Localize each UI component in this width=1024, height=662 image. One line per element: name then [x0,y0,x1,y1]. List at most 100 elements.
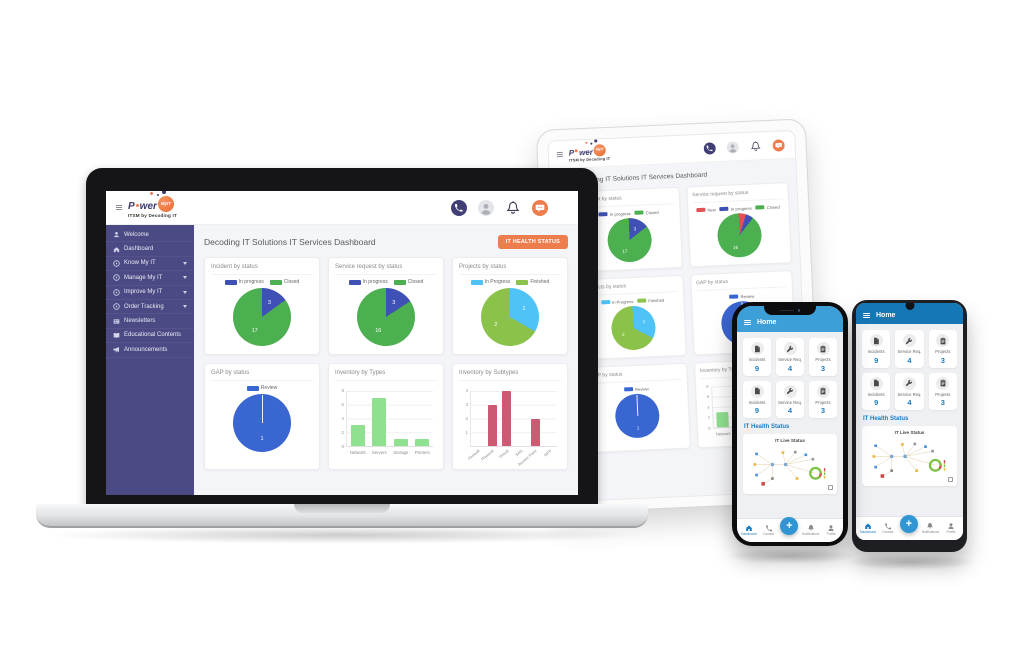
nav-contact[interactable]: Contact [880,522,896,534]
menu-icon[interactable] [556,151,563,158]
wrench-icon [783,342,797,355]
stat-card-incidents[interactable]: Incidents 9 [862,372,891,410]
sidebar-item-improve-my-it[interactable]: Improve My IT [106,286,194,300]
stat-card-projects[interactable]: Projects 3 [928,372,957,410]
chart-legend: In Progress Finished [459,279,561,285]
menu-icon[interactable] [744,319,751,326]
sidebar-item-know-my-it[interactable]: Know My IT [106,257,194,272]
phone-body: Incidents 9 Service Req. 4 Projects 3 In… [856,324,963,516]
phone-appbar: Home [737,306,843,332]
chart-card-incident: Incident by status In progress Closed 3 17 [204,257,320,355]
nav-notifications[interactable]: Notifications [922,522,939,534]
add-button[interactable]: + [899,514,918,533]
phone-shadow [846,554,976,570]
stat-card-service-req[interactable]: Service Req. 4 [895,372,924,410]
sidebar-item-newsletters[interactable]: Newsletters [106,314,194,329]
stat-card-incidents[interactable]: Incidents 9 [743,338,771,376]
chart-card-service-request: Service request by status In progress Clo… [328,257,444,355]
stat-card-incidents[interactable]: Incidents 9 [862,330,891,368]
phone-page-title: Home [757,319,777,326]
it-health-status-button[interactable]: IT HEALTH STATUS [497,235,568,249]
fullscreen-icon[interactable] [948,477,953,482]
sidebar-item-dashboard[interactable]: Dashboard [106,242,194,257]
stat-card-service-req[interactable]: Service Req. 4 [776,338,804,376]
bell-icon[interactable] [505,200,521,216]
avatar[interactable] [726,140,739,154]
fullscreen-icon[interactable] [828,485,833,490]
person-icon [948,523,954,530]
wrench-icon [783,384,797,398]
stat-card-service-req[interactable]: Service Req. 4 [895,330,924,368]
it-live-status-card: IT Live Status [743,434,837,494]
phone-page-title: Home [876,312,896,319]
phone-notch [764,306,816,315]
nav-dashboard[interactable]: Dashboard [860,522,876,534]
bar-chart: 4 3 2 1 Firewall Physical Virtual SAN Access Poi… [461,388,557,467]
phone-icon[interactable] [451,199,467,216]
bell-icon [807,525,814,531]
page-title: Decoding IT Solutions IT Services Dashbo… [204,237,376,247]
logo-speck [162,191,166,195]
menu-icon[interactable] [863,312,870,319]
document-icon [869,376,883,390]
document-icon [750,384,764,398]
nav-profile[interactable]: Profile [943,522,959,534]
chevron-down-icon [183,290,187,294]
chart-legend: In progress Closed [211,279,313,285]
logo-speck [590,142,593,145]
nav-profile[interactable]: Profile [823,524,839,536]
chart-card-inventory-subtypes: Inventory by Subtypes 4 3 2 1 Firewall Physic… [452,363,568,470]
avatar[interactable] [478,199,494,216]
it-live-status-topology [872,442,946,478]
bell-icon[interactable] [749,140,762,153]
stat-card-incidents[interactable]: Incidents 9 [743,380,771,418]
nav-contact[interactable]: Contact [761,524,777,536]
sidebar-item-welcome[interactable]: Welcome [106,228,194,243]
logo-dot-icon [135,203,139,207]
logo-tagline: ITSM by Decoding IT [128,213,177,219]
chevron-down-icon [183,305,187,309]
clipboard-icon [936,376,950,390]
tablet-topbar-icons [703,138,785,155]
logo-dot-icon [574,149,579,153]
chat-icon[interactable] [772,138,785,152]
chart-legend: Review [211,385,313,391]
laptop-shadow [42,526,642,544]
phone-icon[interactable] [703,142,716,155]
chat-icon[interactable] [532,199,548,216]
stat-card-projects[interactable]: Projects 3 [809,338,837,376]
bell-icon [927,523,934,529]
sidebar-item-announcements[interactable]: Announcements [106,343,194,358]
chevron-down-icon [183,261,187,265]
sidebar-item-order-tracking[interactable]: Order Tracking [106,300,194,315]
phone-bottom-nav: Dashboard Contact + Notifications Profil… [856,514,963,540]
add-button[interactable]: + [780,516,799,535]
arrow-circle-icon [113,289,120,296]
document-icon [869,334,883,347]
phone-screen: Home Incidents 9 Service Req. 4 Projects… [856,303,963,540]
nav-dashboard[interactable]: Dashboard [741,524,757,536]
sidebar-item-educational-contents[interactable]: Educational Contents [106,329,194,344]
chart-card-service-request: Service request by status New In progress… [685,182,792,268]
stat-card-projects[interactable]: Projects 3 [809,380,837,418]
phone-device-1: Home Incidents 9 Service Req. 4 Projects… [732,302,848,546]
nav-notifications[interactable]: Notifications [802,524,819,536]
home-icon [113,246,120,252]
phone-appbar: Home [856,303,963,324]
stat-card-service-req[interactable]: Service Req. 4 [776,380,804,418]
stat-card-projects[interactable]: Projects 3 [928,330,957,368]
phone-screen: Home Incidents 9 Service Req. 4 Projects… [737,306,843,542]
logo-speck [157,194,159,197]
menu-icon[interactable] [116,204,122,211]
sidebar-item-manage-my-it[interactable]: Manage My IT [106,271,194,286]
logo-speck [150,192,153,196]
